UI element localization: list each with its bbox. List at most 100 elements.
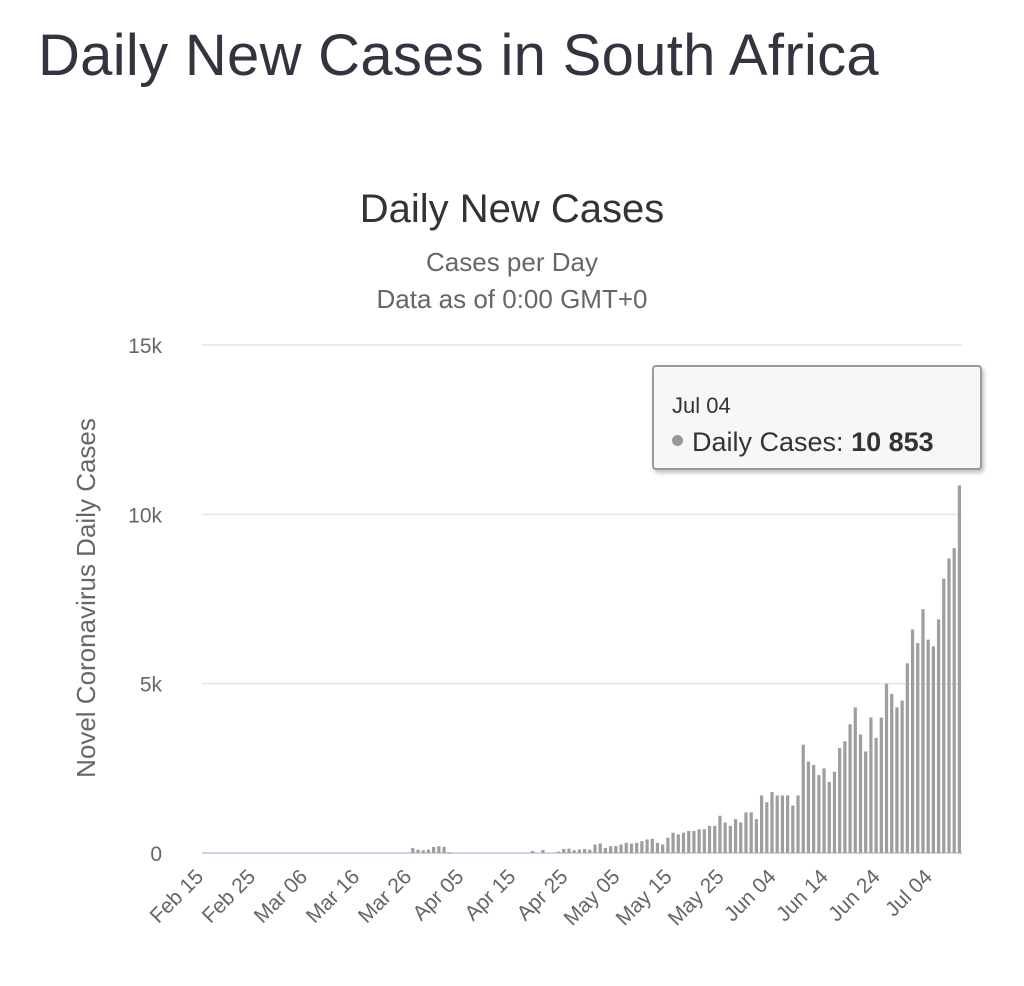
bar[interactable] (619, 844, 623, 853)
bar[interactable] (786, 795, 790, 853)
x-tick-label: Feb 25 (198, 865, 261, 928)
bar[interactable] (926, 639, 930, 853)
bar[interactable] (858, 734, 863, 853)
bar[interactable] (812, 764, 816, 853)
bar[interactable] (754, 819, 758, 853)
bar[interactable] (556, 851, 561, 853)
bar[interactable] (780, 795, 785, 853)
bar[interactable] (447, 852, 451, 854)
bar[interactable] (832, 771, 837, 853)
bars[interactable] (411, 485, 962, 854)
bar[interactable] (702, 829, 706, 853)
bar[interactable] (681, 832, 686, 853)
y-tick-label: 5k (140, 674, 163, 697)
bar[interactable] (931, 646, 935, 853)
bar[interactable] (796, 795, 800, 853)
bar[interactable] (775, 795, 779, 853)
bar[interactable] (853, 707, 857, 853)
bar[interactable] (692, 830, 696, 853)
bar[interactable] (921, 609, 925, 853)
bar[interactable] (421, 850, 425, 853)
tooltip: Jul 04 Daily Cases: 10 853 (652, 365, 982, 470)
bar[interactable] (848, 724, 852, 853)
bar[interactable] (562, 848, 566, 853)
bar[interactable] (947, 558, 951, 853)
bar[interactable] (895, 707, 899, 853)
bar[interactable] (759, 795, 764, 853)
bar[interactable] (713, 825, 717, 853)
bar[interactable] (718, 815, 722, 853)
bar[interactable] (952, 548, 956, 853)
bar[interactable] (765, 802, 769, 853)
bar[interactable] (707, 825, 712, 853)
bar[interactable] (801, 744, 805, 853)
bar[interactable] (879, 717, 883, 853)
bar[interactable] (822, 768, 826, 853)
bar[interactable] (661, 844, 665, 853)
bar[interactable] (936, 619, 941, 853)
bar[interactable] (890, 693, 894, 853)
bar[interactable] (843, 741, 847, 853)
bar[interactable] (635, 842, 639, 853)
bar[interactable] (614, 845, 618, 853)
bar[interactable] (723, 822, 727, 853)
x-tick-label: Mar 26 (354, 865, 416, 927)
bar[interactable] (791, 805, 795, 853)
bar[interactable] (884, 683, 889, 853)
bar[interactable] (817, 775, 821, 853)
bar[interactable] (640, 841, 644, 853)
bar[interactable] (442, 846, 446, 853)
x-tick-label: Jun 14 (772, 865, 833, 926)
x-tick-label: May 15 (612, 865, 677, 930)
bar[interactable] (588, 849, 592, 853)
bar[interactable] (666, 837, 670, 853)
bar[interactable] (739, 822, 743, 853)
bar[interactable] (905, 663, 909, 853)
bar[interactable] (874, 737, 878, 853)
bar[interactable] (541, 849, 545, 853)
bar[interactable] (864, 751, 868, 853)
bar[interactable] (530, 850, 535, 853)
bar[interactable] (650, 838, 654, 853)
bar[interactable] (869, 717, 873, 853)
bar[interactable] (728, 825, 732, 853)
bar[interactable] (655, 842, 660, 853)
bar[interactable] (942, 578, 946, 853)
bar[interactable] (957, 485, 962, 853)
bar[interactable] (645, 839, 649, 853)
bar[interactable] (744, 812, 748, 853)
bar[interactable] (411, 847, 415, 853)
bar[interactable] (770, 792, 774, 853)
bar[interactable] (838, 748, 842, 853)
bar[interactable] (582, 848, 587, 853)
bar[interactable] (577, 849, 582, 853)
bar[interactable] (806, 761, 811, 853)
bar[interactable] (697, 829, 701, 853)
bar[interactable] (567, 848, 571, 853)
bar[interactable] (733, 819, 738, 853)
bar[interactable] (749, 812, 753, 853)
x-tick-label: Mar 06 (250, 865, 312, 927)
bar[interactable] (609, 846, 613, 853)
bar[interactable] (671, 832, 675, 853)
bar[interactable] (624, 842, 628, 853)
bar[interactable] (916, 643, 920, 853)
bar[interactable] (416, 849, 420, 853)
bar[interactable] (687, 830, 691, 853)
bar[interactable] (572, 850, 576, 853)
bar[interactable] (593, 844, 597, 853)
y-tick-label: 10k (128, 504, 162, 527)
bar[interactable] (603, 847, 608, 853)
bar[interactable] (910, 629, 915, 853)
bar[interactable] (437, 846, 441, 853)
bar[interactable] (900, 700, 904, 853)
chart-title: Daily New Cases (360, 187, 665, 231)
bar[interactable] (629, 843, 634, 853)
y-tick-labels: 0 5k 10k 15k (128, 335, 162, 866)
bar[interactable] (426, 849, 431, 853)
x-tick-label: May 05 (560, 865, 625, 930)
bar[interactable] (676, 834, 680, 853)
bar[interactable] (827, 781, 831, 853)
bar[interactable] (598, 843, 602, 853)
bar[interactable] (432, 846, 436, 853)
